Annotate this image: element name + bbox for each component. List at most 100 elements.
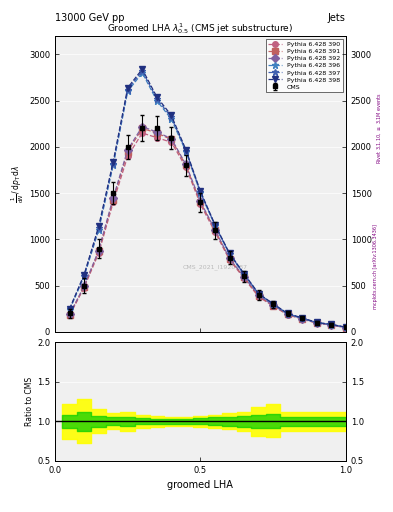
Pythia 6.428 392 (256, 292, 261, 298)
Pythia 6.428 391 (67, 312, 72, 318)
Pythia 6.428 397 (111, 160, 116, 166)
Pythia 6.428 396 (271, 301, 275, 307)
Pythia 6.428 390 (300, 316, 305, 322)
Text: CMS_2021_I1920187: CMS_2021_I1920187 (182, 264, 248, 270)
Line: Pythia 6.428 396: Pythia 6.428 396 (66, 70, 349, 331)
Text: Rivet 3.1.10, $\geq$ 3.1M events: Rivet 3.1.10, $\geq$ 3.1M events (375, 92, 383, 164)
Pythia 6.428 396 (256, 291, 261, 297)
Pythia 6.428 391 (213, 227, 217, 233)
Pythia 6.428 397 (125, 87, 130, 93)
Pythia 6.428 397 (271, 301, 275, 307)
Pythia 6.428 396 (227, 251, 232, 258)
Pythia 6.428 391 (184, 162, 188, 168)
Text: 13000 GeV pp: 13000 GeV pp (55, 13, 125, 23)
Pythia 6.428 398 (300, 315, 305, 321)
Pythia 6.428 396 (300, 315, 305, 322)
Pythia 6.428 390 (154, 135, 159, 141)
Pythia 6.428 397 (227, 251, 232, 257)
Text: Jets: Jets (328, 13, 346, 23)
Pythia 6.428 396 (111, 162, 116, 168)
Pythia 6.428 390 (198, 201, 203, 207)
Pythia 6.428 396 (329, 322, 334, 328)
Pythia 6.428 397 (343, 324, 348, 330)
Pythia 6.428 390 (285, 312, 290, 318)
Pythia 6.428 390 (256, 294, 261, 300)
Pythia 6.428 397 (256, 291, 261, 297)
Line: Pythia 6.428 398: Pythia 6.428 398 (67, 67, 349, 330)
X-axis label: groomed LHA: groomed LHA (167, 480, 233, 490)
Pythia 6.428 390 (111, 199, 116, 205)
Pythia 6.428 397 (169, 114, 174, 120)
Pythia 6.428 392 (67, 311, 72, 317)
Pythia 6.428 390 (125, 153, 130, 159)
Title: Groomed LHA $\lambda^{1}_{0.5}$ (CMS jet substructure): Groomed LHA $\lambda^{1}_{0.5}$ (CMS jet… (107, 21, 294, 36)
Pythia 6.428 390 (314, 320, 319, 326)
Pythia 6.428 390 (213, 229, 217, 235)
Pythia 6.428 391 (256, 293, 261, 299)
Pythia 6.428 392 (227, 255, 232, 262)
Pythia 6.428 390 (67, 312, 72, 318)
Pythia 6.428 392 (184, 161, 188, 167)
Pythia 6.428 391 (125, 148, 130, 155)
Pythia 6.428 391 (314, 320, 319, 326)
Pythia 6.428 398 (285, 310, 290, 316)
Pythia 6.428 398 (184, 146, 188, 153)
Pythia 6.428 396 (285, 311, 290, 317)
Pythia 6.428 391 (242, 274, 246, 281)
Pythia 6.428 398 (154, 94, 159, 100)
Pythia 6.428 391 (271, 303, 275, 309)
Pythia 6.428 398 (343, 324, 348, 330)
Pythia 6.428 392 (329, 322, 334, 328)
Pythia 6.428 398 (140, 66, 145, 72)
Legend: Pythia 6.428 390, Pythia 6.428 391, Pythia 6.428 392, Pythia 6.428 396, Pythia 6: Pythia 6.428 390, Pythia 6.428 391, Pyth… (266, 39, 343, 92)
Pythia 6.428 396 (169, 116, 174, 122)
Y-axis label: $\frac{1}{\mathrm{d}N}\,/\,\mathrm{d}p_{\mathrm{T}}\,\mathrm{d}\lambda$: $\frac{1}{\mathrm{d}N}\,/\,\mathrm{d}p_{… (10, 165, 26, 203)
Pythia 6.428 391 (285, 311, 290, 317)
Pythia 6.428 397 (213, 222, 217, 228)
Pythia 6.428 391 (96, 248, 101, 254)
Pythia 6.428 398 (198, 188, 203, 195)
Pythia 6.428 397 (242, 271, 246, 277)
Pythia 6.428 391 (300, 316, 305, 322)
Pythia 6.428 398 (125, 84, 130, 91)
Pythia 6.428 398 (242, 271, 246, 277)
Line: Pythia 6.428 390: Pythia 6.428 390 (67, 130, 349, 331)
Pythia 6.428 396 (314, 319, 319, 326)
Pythia 6.428 392 (242, 274, 246, 280)
Pythia 6.428 397 (329, 322, 334, 328)
Pythia 6.428 397 (96, 225, 101, 231)
Pythia 6.428 392 (213, 227, 217, 233)
Pythia 6.428 397 (140, 68, 145, 74)
Pythia 6.428 391 (329, 322, 334, 328)
Pythia 6.428 390 (343, 325, 348, 331)
Pythia 6.428 398 (314, 319, 319, 326)
Pythia 6.428 390 (242, 275, 246, 282)
Pythia 6.428 398 (82, 271, 86, 278)
Pythia 6.428 396 (140, 70, 145, 76)
Pythia 6.428 392 (125, 146, 130, 153)
Pythia 6.428 396 (82, 273, 86, 280)
Pythia 6.428 396 (96, 227, 101, 233)
Pythia 6.428 397 (198, 189, 203, 195)
Pythia 6.428 392 (96, 247, 101, 253)
Pythia 6.428 390 (140, 130, 145, 136)
Text: mcplots.cern.ch [arXiv:1306.3436]: mcplots.cern.ch [arXiv:1306.3436] (373, 224, 378, 309)
Line: Pythia 6.428 392: Pythia 6.428 392 (67, 124, 349, 330)
Pythia 6.428 392 (154, 129, 159, 135)
Pythia 6.428 397 (154, 96, 159, 102)
Pythia 6.428 390 (82, 285, 86, 291)
Pythia 6.428 398 (67, 306, 72, 312)
Pythia 6.428 397 (300, 315, 305, 321)
Pythia 6.428 391 (82, 284, 86, 290)
Pythia 6.428 391 (343, 325, 348, 331)
Pythia 6.428 398 (256, 290, 261, 296)
Pythia 6.428 392 (300, 315, 305, 322)
Pythia 6.428 396 (154, 98, 159, 104)
Pythia 6.428 390 (271, 303, 275, 309)
Pythia 6.428 397 (184, 147, 188, 154)
Pythia 6.428 391 (169, 136, 174, 142)
Pythia 6.428 398 (111, 159, 116, 165)
Pythia 6.428 396 (67, 307, 72, 313)
Y-axis label: Ratio to CMS: Ratio to CMS (25, 377, 34, 426)
Pythia 6.428 398 (227, 250, 232, 257)
